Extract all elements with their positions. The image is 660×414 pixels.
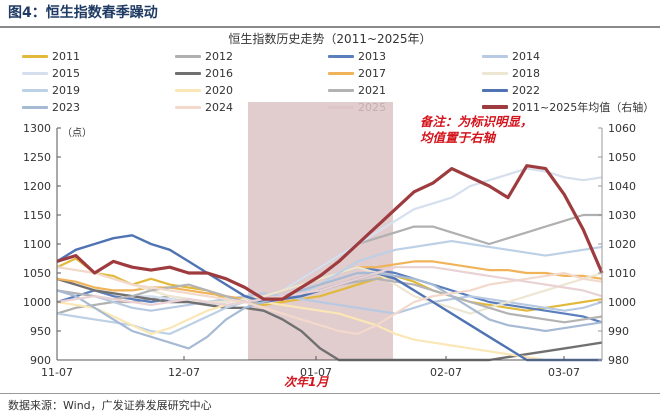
- legend-swatch-icon: [482, 54, 508, 58]
- legend-label: 2011: [52, 49, 80, 63]
- left-axis-tick-label: 1300: [23, 122, 51, 135]
- bottom-divider: [0, 393, 660, 394]
- series-line: [56, 266, 603, 335]
- legend-swatch-icon: [328, 88, 354, 92]
- series-layer: [56, 164, 604, 362]
- series-line: [56, 257, 603, 312]
- x-axis-tick-label: 12-07: [168, 366, 200, 379]
- legend-item: 2015: [22, 65, 80, 81]
- x-axis-tick-label: 11-07: [41, 366, 73, 379]
- legend-label: 2013: [358, 49, 386, 63]
- legend-item: 2023: [22, 99, 80, 115]
- legend-item: 2011: [22, 48, 80, 64]
- axes: 900 950 1000 1050 1100 1150 1200 1250 1300 980 990…: [23, 122, 636, 379]
- left-axis-tick-label: 950: [30, 325, 51, 338]
- left-axis-tick-label: 1100: [23, 238, 51, 251]
- legend-item: 2013: [328, 48, 386, 64]
- x-axis-tick-label: 02-07: [430, 366, 462, 379]
- series-line: [56, 266, 603, 306]
- legend-item: 2024: [175, 99, 233, 115]
- legend-item: 2018: [482, 65, 540, 81]
- right-axis-tick-label: 1020: [608, 238, 636, 251]
- legend-swatch-icon: [482, 71, 508, 75]
- data-source-note: 数据来源：Wind，广发证券发展研究中心: [8, 399, 212, 412]
- legend-label: 2016: [205, 66, 233, 80]
- left-axis-tick-label: 1150: [23, 209, 51, 222]
- series-line: [56, 289, 603, 315]
- legend-label: 2024: [205, 100, 233, 114]
- series-line: [56, 277, 603, 362]
- legend-item: 2012: [175, 48, 233, 64]
- right-axis-tick-label: 1010: [608, 267, 636, 280]
- legend-label: 2023: [52, 100, 80, 114]
- legend-label: 2022: [512, 83, 540, 97]
- legend-item: 2022: [482, 82, 540, 98]
- legend-label: 2011~2025年均值（右轴）: [512, 101, 655, 114]
- legend-label: 2021: [358, 83, 386, 97]
- legend-item: 2016: [175, 65, 233, 81]
- legend-label: 2017: [358, 66, 386, 80]
- annotation-line-1: 备注：为标识明显，: [420, 114, 533, 129]
- series-line: [56, 164, 604, 301]
- right-axis-tick-label: 1040: [608, 180, 636, 193]
- right-axis-tick-label: 990: [608, 325, 629, 338]
- shaded-region-january: [248, 102, 393, 360]
- legend-label: 2012: [205, 49, 233, 63]
- legend-label: 2014: [512, 49, 540, 63]
- legend-label: 2018: [512, 66, 540, 80]
- legend-swatch-icon: [482, 88, 508, 92]
- chart-legend: 2011 2012 2013 2014 2015 2016 2017 2018 2019 2020…: [0, 48, 660, 116]
- series-line: [56, 167, 603, 306]
- legend-item: 2021: [328, 82, 386, 98]
- legend-swatch-icon: [175, 71, 201, 75]
- legend-swatch-icon: [328, 71, 354, 75]
- legend-swatch-icon: [22, 54, 48, 58]
- left-axis-unit: （点）: [62, 127, 92, 139]
- legend-label: 2020: [205, 83, 233, 97]
- legend-swatch-icon: [22, 105, 48, 109]
- series-line: [56, 271, 603, 350]
- left-axis-tick-label: 1200: [23, 180, 51, 193]
- legend-swatch-icon: [175, 88, 201, 92]
- right-axis-tick-label: 1030: [608, 209, 636, 222]
- right-axis-tick-label: 980: [608, 354, 629, 367]
- legend-swatch-icon: [22, 88, 48, 92]
- legend-swatch-icon: [482, 105, 508, 109]
- right-axis-tick-label: 1050: [608, 151, 636, 164]
- figure-title: 图4：恒生指数春季躁动: [8, 5, 158, 21]
- legend-label: 2019: [52, 83, 80, 97]
- series-line: [56, 266, 603, 315]
- series-line: [56, 300, 602, 362]
- legend-item: 2011~2025年均值（右轴）: [482, 99, 654, 115]
- legend-swatch-icon: [22, 71, 48, 75]
- legend-item: 2014: [482, 48, 540, 64]
- left-axis-tick-label: 900: [30, 354, 51, 367]
- annotation-line-2: 均值置于右轴: [420, 130, 497, 145]
- legend-swatch-icon: [175, 105, 201, 109]
- left-axis-tick-label: 1000: [23, 296, 51, 309]
- left-axis-tick-label: 1250: [23, 151, 51, 164]
- legend-item: 2020: [175, 82, 233, 98]
- chart-title: 恒生指数历史走势（2011~2025年）: [228, 32, 432, 46]
- legend-label: 2015: [52, 66, 80, 80]
- legend-swatch-icon: [175, 54, 201, 58]
- line-chart: 900 950 1000 1050 1100 1150 1200 1250 1300 980 990…: [23, 102, 636, 389]
- x-axis-tick-label: 01-07: [300, 366, 332, 379]
- top-divider: [0, 26, 660, 28]
- right-axis-tick-label: 1060: [608, 122, 636, 135]
- legend-swatch-icon: [328, 54, 354, 58]
- series-line: [56, 240, 603, 335]
- right-axis-tick-label: 1000: [608, 296, 636, 309]
- shaded-region-label: 次年1月: [284, 375, 329, 389]
- legend-item: 2019: [22, 82, 80, 98]
- left-axis-tick-label: 1050: [23, 267, 51, 280]
- legend-item: 2017: [328, 65, 386, 81]
- x-axis-tick-label: 03-07: [548, 366, 580, 379]
